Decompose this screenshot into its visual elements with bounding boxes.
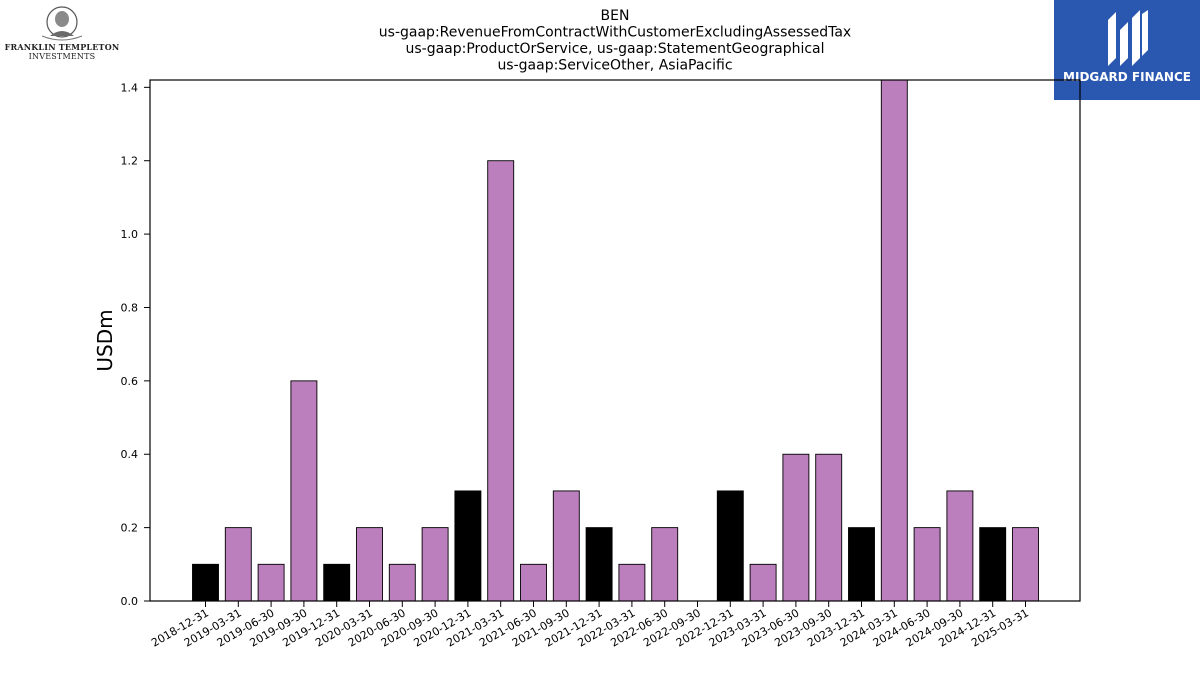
bar [421,527,449,602]
y-axis: 0.0 0.2 0.4 0.6 0.8 1.0 1.2 1.4 [121,81,150,608]
y-tick-label: 0.4 [121,448,139,461]
bar [323,563,351,602]
chart-title: BENus-gaap:RevenueFromContractWithCustom… [379,8,851,74]
midgard-finance-logo: MIDGARD FINANCE [1054,0,1200,100]
portrait-icon [41,6,83,41]
bar [290,380,318,602]
bar [946,490,974,602]
chart-title-line: us-gaap:ProductOrService, us-gaap:Statem… [405,41,824,57]
bar [913,527,941,602]
y-tick-label: 0.8 [121,301,139,314]
bar [454,490,482,602]
franklin-templeton-logo: FRANKLIN TEMPLETON INVESTMENTS [4,4,120,64]
bar [815,453,843,602]
bar [651,527,679,602]
bar [618,563,646,602]
chart-title-line: BEN [601,8,630,24]
y-tick-label: 1.2 [121,155,139,168]
y-tick-label: 1.4 [121,81,139,94]
bar [1012,527,1039,602]
chart-title-line: us-gaap:ServiceOther, AsiaPacific [497,58,732,74]
bar [782,453,810,602]
midgard-logo-icon [1108,10,1148,66]
bar [716,490,744,602]
y-tick-label: 1.0 [121,228,139,241]
logo-left-line2: INVESTMENTS [28,52,96,61]
bar [848,527,875,602]
bar [979,527,1007,602]
y-tick-label: 0.0 [121,595,139,608]
bar [356,527,383,602]
y-axis-label: USDm [93,309,117,371]
bars-group [192,79,1039,602]
bar [585,527,613,602]
bar [749,563,777,602]
bar [487,160,515,602]
bar [520,563,547,602]
plot-frame [149,79,1081,602]
bar [224,527,252,602]
bar [552,490,580,602]
bar [257,563,285,602]
y-tick-label: 0.6 [121,375,139,388]
bar [388,563,416,602]
logo-right-text: MIDGARD FINANCE [1063,70,1191,84]
y-tick-label: 0.2 [121,522,139,535]
chart-title-line: us-gaap:RevenueFromContractWithCustomerE… [379,25,851,41]
bar [192,563,219,602]
bar [880,79,908,602]
logo-left-line1: FRANKLIN TEMPLETON [4,42,120,52]
x-axis: 2018-12-312019-03-312019-06-302019-09-30… [149,601,1031,650]
